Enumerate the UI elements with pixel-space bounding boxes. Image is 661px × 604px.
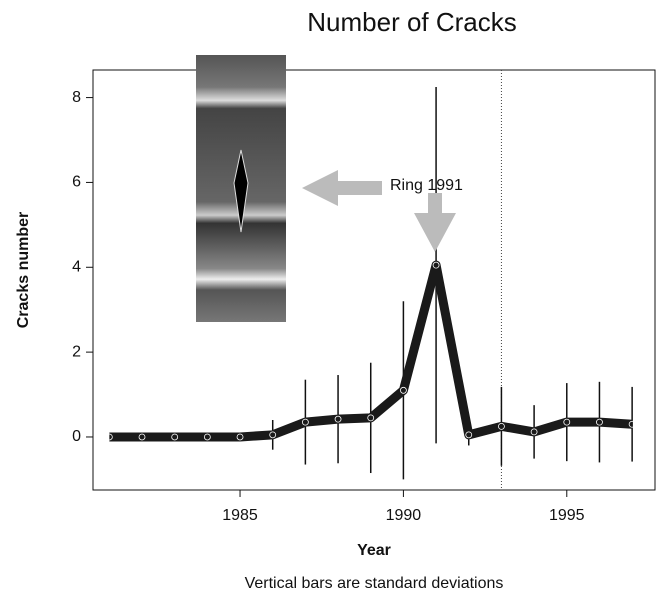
point [465,431,473,439]
arrow-left [302,170,382,206]
point [334,415,342,423]
annotation: Ring 1991 [390,177,463,194]
point [171,433,179,441]
point [203,433,211,441]
x-axis-label: Year [357,542,391,559]
caption: Vertical bars are standard deviations [245,575,504,592]
point [498,422,505,430]
point [596,418,603,426]
y-tick-label: 2 [72,343,81,360]
point [367,414,375,422]
point [269,431,277,439]
x-tick-label: 1985 [222,507,258,524]
y-tick-label: 8 [72,89,81,106]
y-tick-label: 4 [72,258,81,275]
crack [233,149,249,233]
point [628,420,636,428]
plot-area [105,70,636,490]
point [432,261,440,269]
y-axis-label: Cracks number [15,212,32,329]
line [109,260,633,442]
x-tick-label: 1990 [386,507,422,524]
point [236,433,244,441]
point [400,386,407,394]
plot-frame [92,69,656,491]
arrow-down [414,193,456,252]
point [105,433,113,441]
x-tick-label: 1995 [549,507,585,524]
point [530,428,538,436]
y-tick-label: 6 [72,174,81,191]
point [301,418,309,426]
chart-title: Number of Cracks [307,7,517,37]
point [563,418,571,426]
y-tick-label: 0 [72,428,81,445]
point [138,433,146,441]
